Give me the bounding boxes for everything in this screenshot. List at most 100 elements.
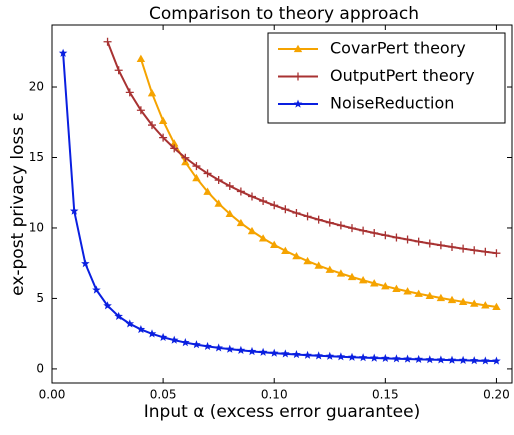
- marker: [148, 121, 156, 130]
- plot-frame: [51, 24, 513, 384]
- marker: [414, 237, 423, 246]
- marker: [247, 346, 257, 356]
- marker: [348, 224, 356, 233]
- x-tick-label: 0.10: [261, 388, 288, 402]
- y-tick-label: 5: [36, 291, 44, 305]
- marker: [403, 287, 412, 295]
- marker: [125, 319, 135, 328]
- marker: [436, 241, 445, 250]
- marker: [470, 246, 479, 255]
- marker: [203, 341, 212, 350]
- marker: [481, 356, 490, 365]
- marker: [447, 295, 457, 304]
- marker: [325, 351, 335, 360]
- marker: [258, 347, 268, 356]
- chart-title: Comparison to theory approach: [149, 4, 419, 24]
- marker: [425, 355, 435, 364]
- x-tick-label: 0.00: [39, 388, 66, 402]
- marker: [281, 349, 290, 358]
- marker: [314, 215, 323, 224]
- marker: [492, 302, 501, 311]
- marker: [469, 356, 479, 365]
- marker: [170, 144, 179, 153]
- marker: [492, 356, 501, 365]
- marker: [281, 246, 290, 254]
- marker: [281, 205, 290, 214]
- marker: [225, 181, 234, 190]
- marker: [303, 256, 312, 265]
- legend: CovarPert theory OutputPert theory NoiseRe…: [267, 32, 506, 124]
- marker: [303, 350, 312, 359]
- marker: [325, 265, 334, 273]
- marker: [492, 249, 501, 258]
- marker: [92, 285, 101, 294]
- marker: [114, 311, 123, 320]
- x-axis-label: Input α (excess error guarantee): [144, 402, 420, 422]
- marker: [293, 99, 303, 108]
- marker: [69, 206, 79, 215]
- marker: [58, 48, 68, 57]
- marker: [136, 324, 146, 334]
- marker: [458, 297, 468, 305]
- marker: [236, 187, 245, 196]
- marker: [192, 173, 201, 182]
- marker: [314, 351, 323, 360]
- y-tick-label: 15: [29, 150, 44, 164]
- marker: [259, 197, 268, 206]
- marker: [114, 66, 123, 75]
- marker: [147, 89, 157, 97]
- y-axis-label: ex-post privacy loss ε: [8, 112, 28, 296]
- marker: [170, 139, 179, 147]
- marker: [169, 335, 179, 344]
- series-line: [62, 53, 497, 363]
- x-tick-label: 0.15: [372, 388, 399, 402]
- marker: [292, 251, 301, 260]
- marker: [258, 234, 268, 242]
- marker: [392, 284, 401, 292]
- marker: [214, 199, 223, 207]
- marker: [336, 352, 346, 361]
- marker: [303, 212, 312, 221]
- marker: [181, 338, 190, 347]
- marker: [270, 240, 279, 249]
- marker: [447, 355, 457, 364]
- marker: [192, 340, 201, 349]
- marker: [147, 329, 157, 338]
- marker: [203, 187, 212, 195]
- marker: [448, 242, 456, 251]
- marker: [225, 209, 234, 218]
- marker: [425, 291, 434, 300]
- marker: [392, 233, 401, 242]
- marker: [403, 354, 412, 363]
- marker: [294, 72, 302, 81]
- marker: [381, 281, 390, 290]
- marker: [247, 226, 257, 235]
- marker: [293, 44, 303, 53]
- marker: [236, 345, 246, 354]
- marker: [392, 354, 401, 363]
- marker: [481, 301, 490, 309]
- marker: [414, 289, 423, 297]
- marker: [125, 88, 134, 97]
- marker: [270, 201, 279, 210]
- marker: [336, 221, 345, 230]
- marker: [470, 299, 479, 307]
- marker: [136, 106, 145, 115]
- marker: [214, 343, 223, 352]
- marker: [359, 226, 368, 235]
- marker: [103, 301, 112, 310]
- marker: [369, 353, 379, 362]
- marker: [292, 350, 301, 359]
- marker: [436, 355, 446, 364]
- marker: [292, 209, 301, 218]
- marker: [358, 353, 368, 362]
- marker: [381, 231, 390, 240]
- legend-label: CovarPert theory: [330, 39, 466, 58]
- y-tick-label: 10: [29, 220, 44, 234]
- marker: [459, 244, 468, 253]
- marker: [425, 239, 434, 248]
- x-tick-label: 0.20: [483, 388, 510, 402]
- marker: [314, 261, 323, 269]
- marker: [347, 352, 357, 361]
